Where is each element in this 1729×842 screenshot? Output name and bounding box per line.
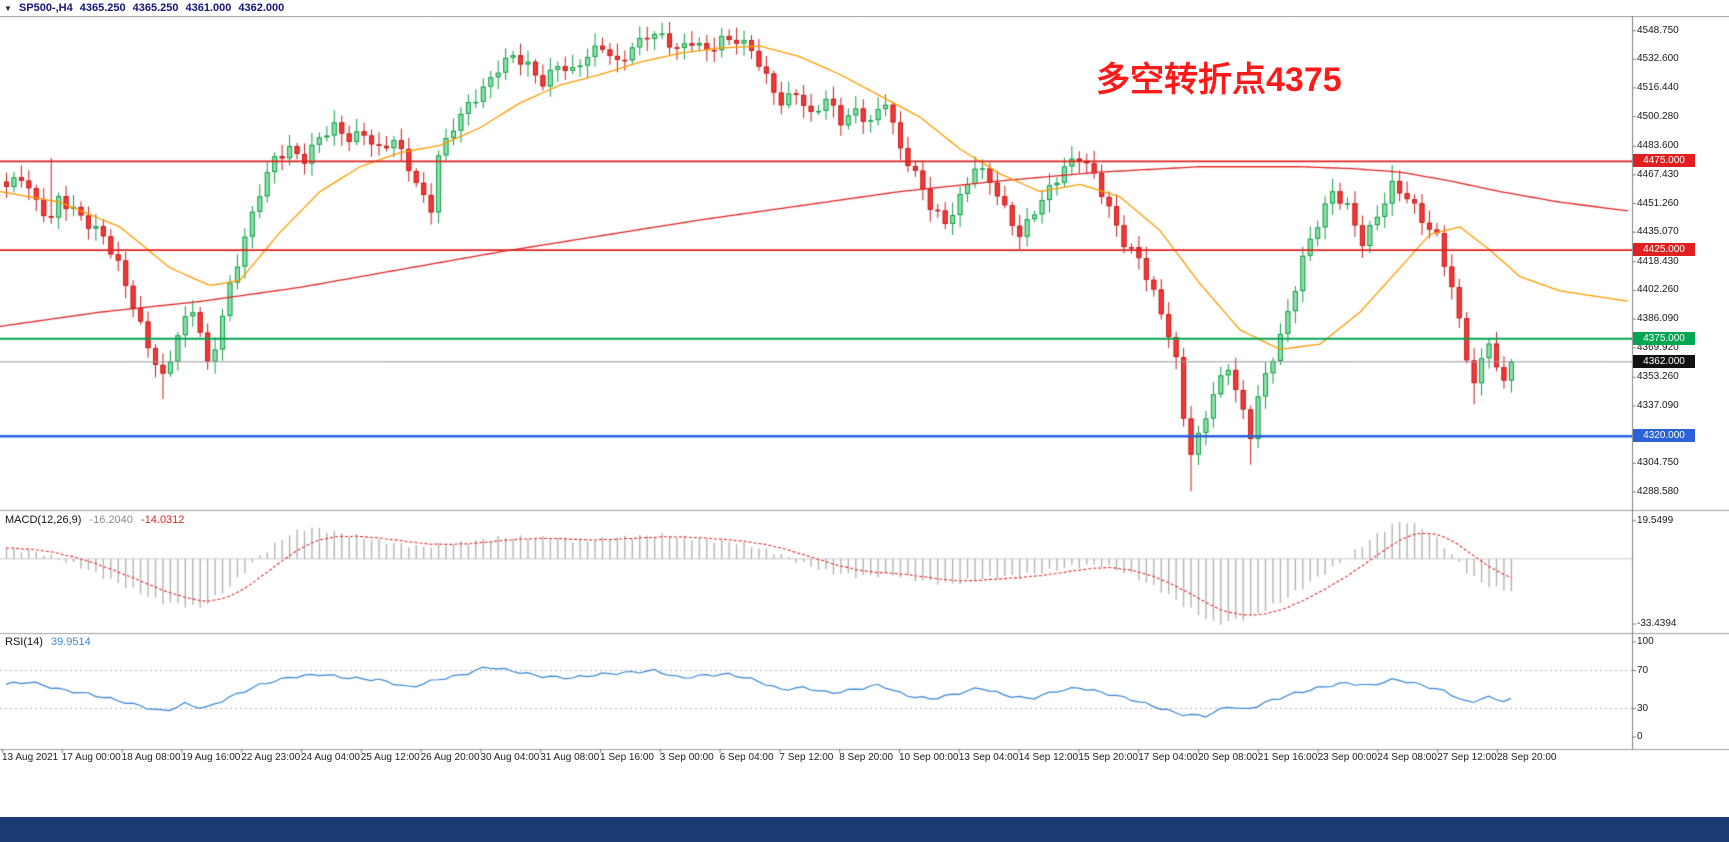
price-level-tag[interactable]: 4475.000 (1633, 154, 1695, 167)
time-axis-label: 28 Sep 20:00 (1497, 752, 1557, 763)
triangle-down-icon: ▼ (4, 3, 12, 13)
price-level-tag[interactable]: 4320.000 (1633, 429, 1695, 442)
price-axis-label: 4500.280 (1637, 111, 1679, 122)
macd-label: MACD(12,26,9) -16.2040 -14.0312 (5, 514, 189, 526)
time-axis-label: 31 Aug 08:00 (540, 752, 600, 763)
time-axis-label: 25 Aug 12:00 (360, 752, 420, 763)
time-axis-label: 27 Sep 12:00 (1437, 752, 1497, 763)
time-axis-label: 18 Aug 08:00 (121, 752, 181, 763)
quote-high: 4365.250 (132, 2, 179, 14)
price-axis-label: 4532.600 (1637, 53, 1679, 64)
annotation-text[interactable]: 多空转折点4375 (1096, 61, 1342, 99)
macd-signal-value: -14.0312 (140, 514, 185, 526)
rsi-axis-label: 70 (1637, 665, 1649, 676)
time-axis-label: 24 Aug 04:00 (301, 752, 360, 763)
price-axis-label: 4435.070 (1637, 226, 1679, 237)
price-axis-label: 4369.920 (1637, 342, 1679, 353)
time-axis-label: 20 Sep 08:00 (1198, 752, 1258, 763)
macd-axis-label: -33.4394 (1637, 618, 1677, 629)
price-axis-label: 4304.750 (1637, 457, 1679, 468)
rsi-axis-label: 0 (1637, 731, 1643, 742)
current-price-tag[interactable]: 4362.000 (1633, 355, 1695, 368)
quote-open: 4365.250 (79, 2, 126, 14)
price-axis-label: 4516.440 (1637, 82, 1679, 93)
macd-main-value: -16.2040 (89, 514, 133, 526)
price-axis-label: 4353.260 (1637, 371, 1679, 382)
time-axis-label: 17 Aug 00:00 (61, 752, 121, 763)
price-axis-label: 4337.090 (1637, 400, 1679, 411)
time-axis-label: 17 Sep 04:00 (1138, 752, 1198, 763)
rsi-axis-label: 100 (1637, 636, 1654, 647)
time-axis-label: 10 Sep 00:00 (899, 752, 959, 763)
quote-low: 4361.000 (185, 2, 232, 14)
time-axis-label: 6 Sep 04:00 (719, 752, 774, 763)
time-axis-label: 13 Aug 2021 (2, 752, 59, 763)
time-axis-label: 8 Sep 20:00 (839, 752, 894, 763)
price-axis-label: 4548.750 (1637, 25, 1679, 36)
symbol-timeframe-label: SP500-,H4 (18, 2, 73, 14)
time-axis-label: 22 Aug 23:00 (241, 752, 301, 763)
quote-close: 4362.000 (238, 2, 285, 14)
time-axis-label: 23 Sep 00:00 (1317, 752, 1378, 763)
rsi-name: RSI(14) (5, 636, 43, 648)
time-axis-label: 3 Sep 00:00 (659, 752, 714, 763)
price-axis-label: 4451.260 (1637, 198, 1679, 209)
price-level-tag[interactable]: 4425.000 (1633, 243, 1695, 256)
macd-name: MACD(12,26,9) (5, 514, 82, 526)
time-axis-label: 14 Sep 12:00 (1018, 752, 1079, 763)
price-axis-label: 4402.260 (1637, 284, 1679, 295)
bottom-bar (0, 817, 1729, 842)
time-axis-label: 30 Aug 04:00 (480, 752, 540, 763)
time-axis-label: 21 Sep 16:00 (1257, 752, 1318, 763)
rsi-value: 39.9514 (50, 636, 91, 648)
time-axis-label: 7 Sep 12:00 (779, 752, 834, 763)
price-level-tag[interactable]: 4375.000 (1633, 332, 1695, 345)
rsi-label: RSI(14) 39.9514 (5, 636, 96, 648)
macd-axis-label: 19.5499 (1637, 515, 1674, 526)
rsi-axis-label: 30 (1637, 703, 1649, 714)
time-axis-label: 13 Sep 04:00 (958, 752, 1019, 763)
price-axis-label: 4288.580 (1637, 486, 1679, 497)
price-axis-label: 4467.430 (1637, 169, 1679, 180)
time-axis-label: 24 Sep 08:00 (1377, 752, 1437, 763)
time-axis-label: 26 Aug 20:00 (420, 752, 480, 763)
quote-bar: ▼ SP500-,H4 4365.250 4365.250 4361.000 4… (0, 0, 1729, 16)
price-axis-label: 4483.600 (1637, 140, 1679, 151)
time-axis-label: 1 Sep 16:00 (600, 752, 654, 763)
price-axis-label: 4418.430 (1637, 256, 1679, 267)
time-axis-label: 15 Sep 20:00 (1078, 752, 1138, 763)
price-axis-label: 4386.090 (1637, 313, 1679, 324)
time-axis-label: 19 Aug 16:00 (181, 752, 241, 763)
